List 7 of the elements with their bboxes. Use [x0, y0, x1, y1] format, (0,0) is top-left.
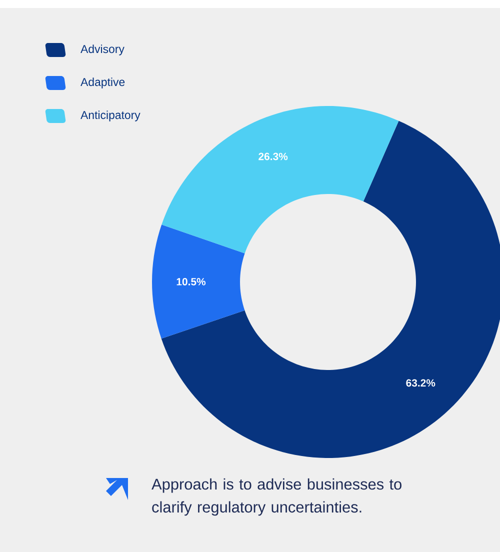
data-label: 10.5%	[176, 278, 206, 286]
legend-label: Anticipatory	[80, 110, 140, 122]
text: Approach is to advise businesses to clarify regulatory uncertainties.	[152, 478, 402, 516]
legend-label: Advisory	[80, 44, 124, 56]
legend-label: Adaptive	[80, 78, 125, 88]
data-label: 26.3%	[258, 152, 288, 160]
data-label: 63.2%	[406, 379, 436, 387]
